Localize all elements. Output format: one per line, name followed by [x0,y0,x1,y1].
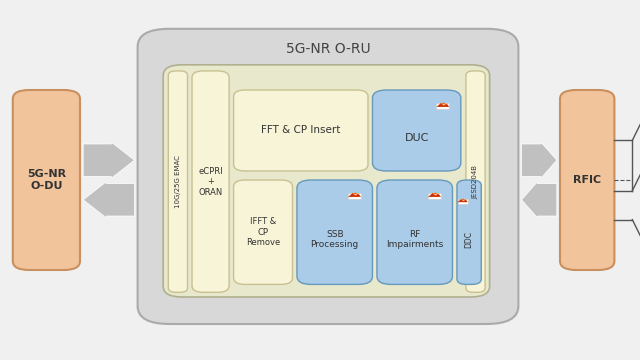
Text: FFT & CP Insert: FFT & CP Insert [261,126,340,135]
Text: eCPRI
+
ORAN: eCPRI + ORAN [198,167,223,197]
FancyBboxPatch shape [560,90,614,270]
FancyBboxPatch shape [168,71,188,292]
Text: JESD204B: JESD204B [472,165,479,199]
FancyBboxPatch shape [377,180,452,284]
FancyBboxPatch shape [348,193,361,199]
Text: DDC: DDC [465,231,474,248]
FancyBboxPatch shape [192,71,229,292]
Polygon shape [348,193,361,197]
FancyBboxPatch shape [428,193,441,199]
FancyBboxPatch shape [372,90,461,171]
Polygon shape [458,199,468,202]
Polygon shape [83,182,134,218]
Polygon shape [433,193,438,194]
Polygon shape [522,142,557,178]
FancyBboxPatch shape [436,103,449,109]
FancyBboxPatch shape [458,199,468,204]
FancyBboxPatch shape [138,29,518,324]
Text: 5G-NR
O-DU: 5G-NR O-DU [27,169,66,191]
FancyBboxPatch shape [163,65,490,297]
Polygon shape [522,182,557,218]
Polygon shape [441,103,447,104]
Text: DUC: DUC [404,133,429,143]
FancyBboxPatch shape [297,180,372,284]
FancyBboxPatch shape [234,90,368,171]
Text: 10G/25G EMAC: 10G/25G EMAC [175,155,181,208]
Polygon shape [83,142,134,178]
Polygon shape [461,199,466,200]
Text: RFIC: RFIC [573,175,601,185]
Text: RF
Impairments: RF Impairments [386,230,444,249]
Text: IFFT &
CP
Remove: IFFT & CP Remove [246,217,280,247]
FancyBboxPatch shape [466,71,485,292]
Polygon shape [428,193,441,197]
Polygon shape [436,103,449,107]
FancyBboxPatch shape [457,180,481,284]
Text: 5G-NR O-RU: 5G-NR O-RU [285,42,371,55]
FancyBboxPatch shape [234,180,292,284]
Polygon shape [353,193,358,194]
FancyBboxPatch shape [13,90,80,270]
Text: SSB
Processing: SSB Processing [310,230,359,249]
